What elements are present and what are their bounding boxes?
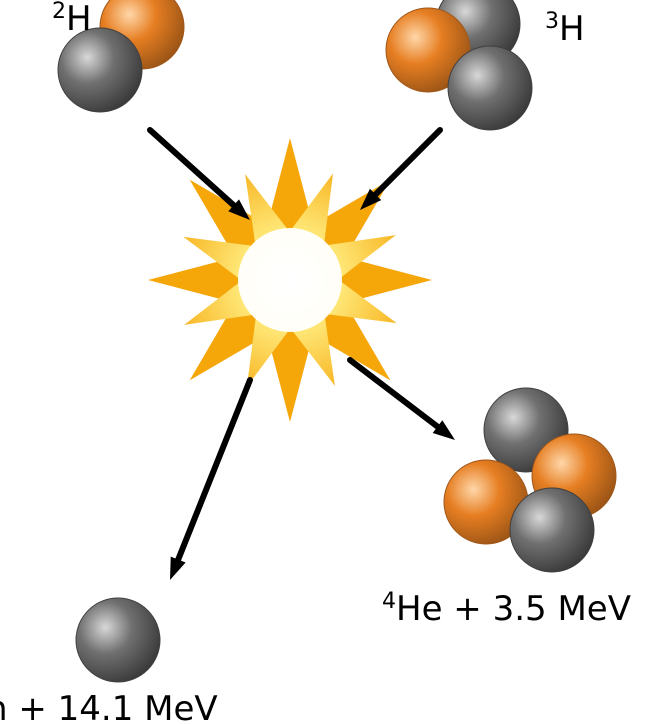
label-helium4: 4He + 3.5 MeV <box>382 589 631 629</box>
label-main: H <box>66 0 92 39</box>
nucleus-neutron <box>76 598 160 682</box>
fusion-burst-core <box>238 228 342 332</box>
label-sup: 2 <box>52 0 66 24</box>
label-neutron: n + 14.1 MeV <box>0 689 218 724</box>
reaction-arrow-head <box>170 557 186 580</box>
label-main: He + 3.5 MeV <box>396 589 631 629</box>
label-deuterium: 2H <box>52 0 92 39</box>
reaction-arrow <box>350 360 438 427</box>
fusion-diagram: 2H3H4He + 3.5 MeVn + 14.1 MeV <box>0 0 654 724</box>
neutron-sphere <box>510 488 594 572</box>
label-main: n + 14.1 MeV <box>0 689 218 724</box>
reaction-arrow <box>150 130 234 205</box>
reaction-arrow <box>178 380 250 560</box>
reaction-arrow <box>376 130 440 194</box>
neutron-sphere <box>76 598 160 682</box>
label-main: H <box>559 9 585 49</box>
label-sup: 4 <box>382 589 396 614</box>
neutron-sphere <box>58 28 142 112</box>
nucleus-helium4 <box>444 388 616 572</box>
nucleus-tritium <box>386 0 532 130</box>
neutron-sphere <box>448 46 532 130</box>
label-sup: 3 <box>545 9 559 34</box>
label-tritium: 3H <box>545 9 585 49</box>
